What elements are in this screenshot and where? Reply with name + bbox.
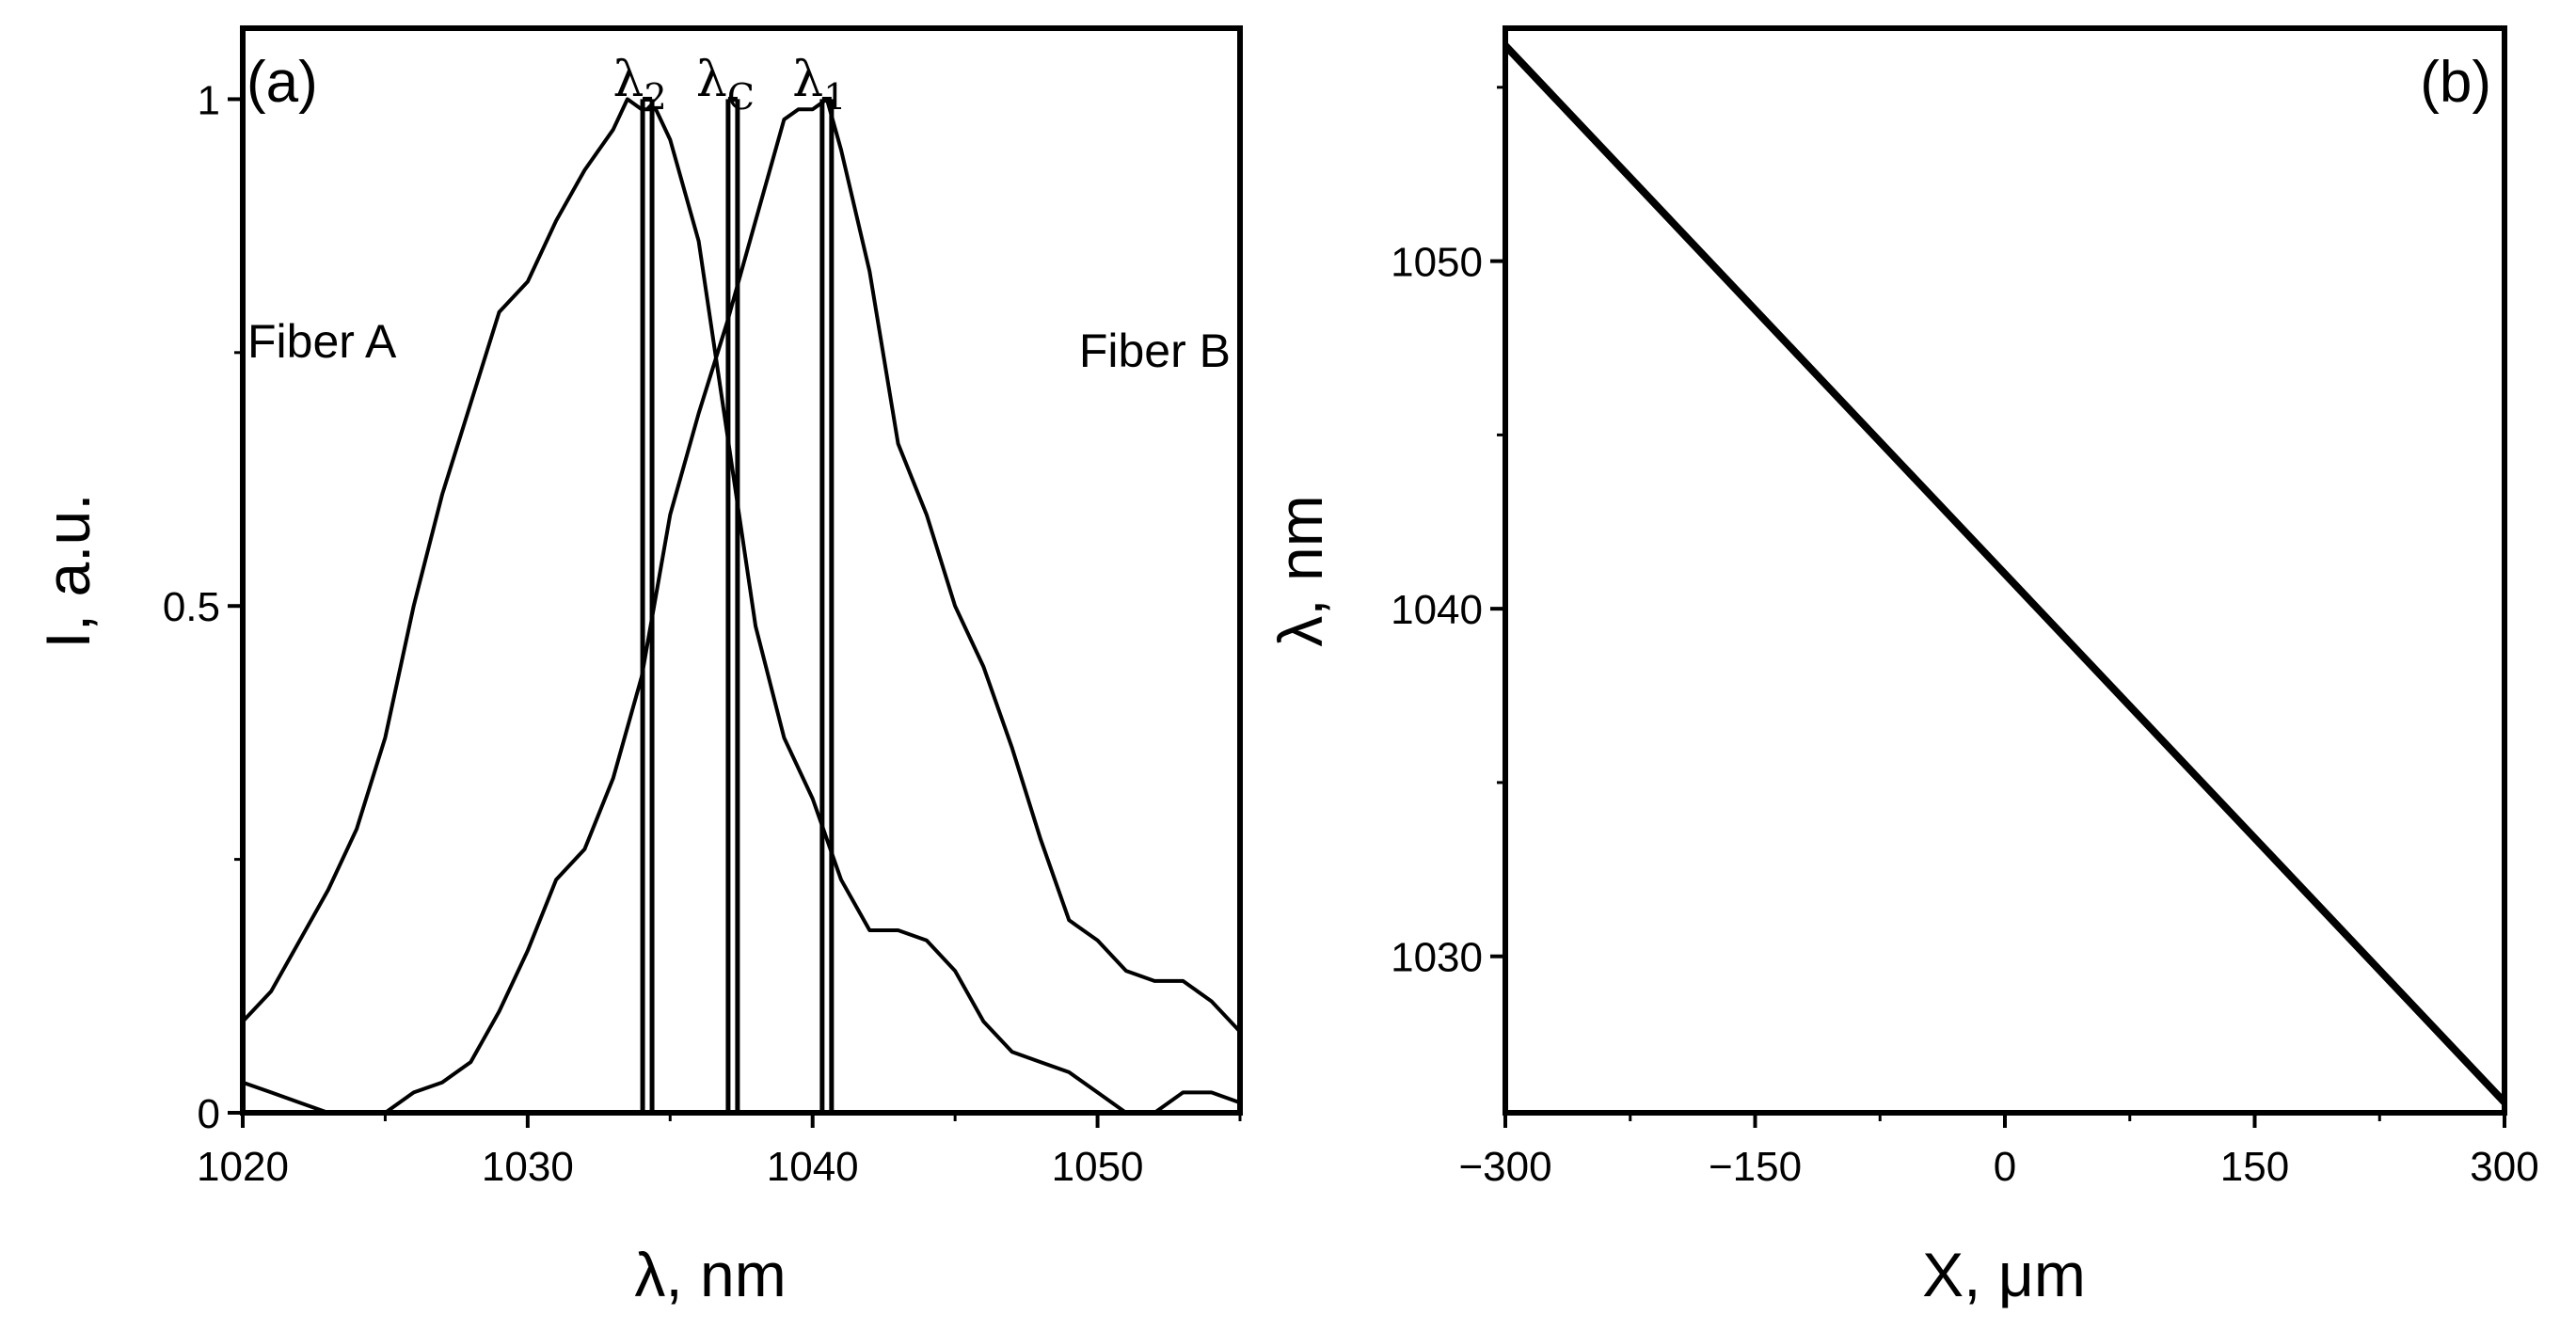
x-axis-label: λ, nm: [634, 1240, 786, 1309]
x-tick-label: 0: [1994, 1144, 2016, 1190]
x-tick-label: 150: [2220, 1144, 2289, 1190]
panel-label: (b): [2420, 50, 2491, 115]
x-tick-label: 1030: [482, 1144, 574, 1190]
y-tick-label: 1040: [1391, 587, 1483, 633]
panel-a: λ2 λC λ1 1020 1030 1040 1050 0 0.5 1 λ, nm I, a.u. (…: [33, 25, 1243, 1309]
y-axis-label: λ, nm: [1265, 495, 1335, 646]
x-tick-label: −300: [1458, 1144, 1551, 1190]
spectral-line-label-1: λ2: [612, 52, 666, 118]
series-line-2: [242, 97, 1242, 1115]
x-tick-label: 1020: [197, 1144, 289, 1190]
x-axis-label: X, μm: [1922, 1240, 2086, 1309]
annotation-fiber-b: Fiber B: [1079, 325, 1231, 377]
series-line-1: [241, 97, 1241, 1115]
x-tick-label: 1040: [767, 1144, 859, 1190]
y-tick-label: 0: [198, 1091, 220, 1137]
y-tick-label: 1050: [1391, 240, 1483, 286]
y-axis-label: I, a.u.: [33, 493, 103, 648]
panel-label: (a): [246, 50, 318, 115]
spectral-line-label-2: λC: [696, 52, 755, 118]
series-line-1: [1503, 42, 2507, 1105]
x-tick-label: 1050: [1052, 1144, 1144, 1190]
panel-b: −300 −150 0 150 300 1030 1040 1050 X, μm λ, nm (b): [1265, 25, 2539, 1309]
x-tick-label: 300: [2470, 1144, 2538, 1190]
y-tick-label: 1: [198, 77, 220, 123]
spectral-line-label-3: λ1: [792, 52, 846, 118]
annotation-fiber-a: Fiber A: [247, 315, 397, 368]
x-tick-label: −150: [1709, 1144, 1802, 1190]
y-tick-label: 0.5: [163, 584, 220, 630]
plot-frame: [240, 25, 1243, 1116]
y-tick-label: 1030: [1391, 935, 1483, 981]
